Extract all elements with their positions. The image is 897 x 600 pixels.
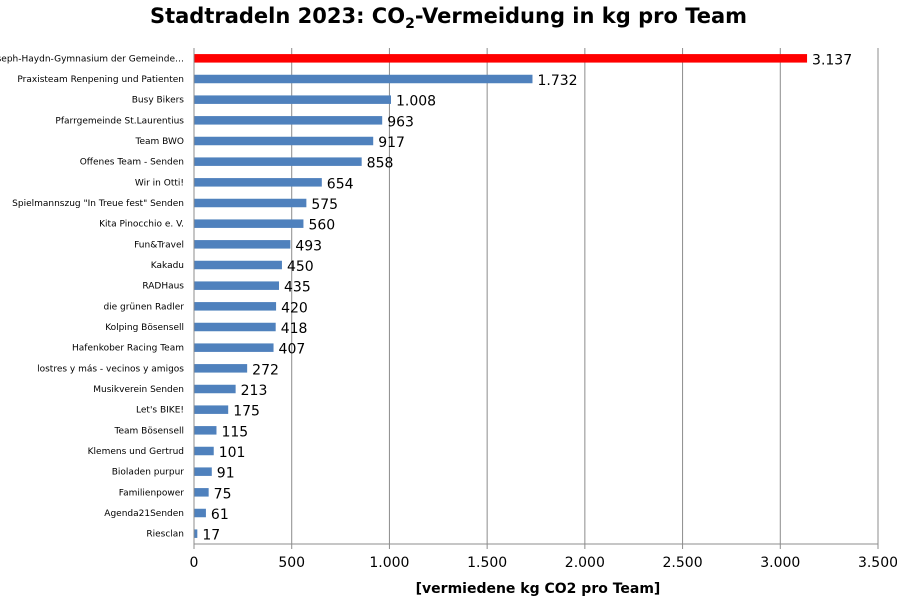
category-label: lostres y más - vecinos y amigos bbox=[37, 364, 184, 374]
category-label: Busy Bikers bbox=[132, 96, 185, 106]
data-label: 575 bbox=[311, 197, 338, 213]
category-label: Bioladen purpur bbox=[112, 468, 185, 478]
chart-title-subscript: 2 bbox=[405, 16, 415, 33]
data-label: 407 bbox=[279, 342, 306, 358]
bar bbox=[194, 157, 362, 166]
data-label: 101 bbox=[219, 445, 246, 461]
category-label: Kolping Bösensell bbox=[105, 323, 184, 333]
bar bbox=[194, 426, 217, 435]
bar bbox=[194, 467, 212, 476]
data-label: 858 bbox=[367, 156, 394, 172]
data-label: 654 bbox=[327, 176, 354, 192]
data-label: 61 bbox=[211, 507, 229, 523]
data-label: 917 bbox=[378, 135, 405, 151]
category-label: Agenda21Senden bbox=[104, 509, 184, 519]
grid-lines bbox=[193, 48, 879, 549]
category-labels: Joseph-Haydn-Gymnasium der Gemeinde… Prax… bbox=[0, 54, 184, 539]
bar bbox=[194, 198, 307, 208]
bar bbox=[194, 281, 280, 290]
data-label: 272 bbox=[252, 362, 279, 378]
x-tick-label: 0 bbox=[190, 555, 199, 571]
data-label: 963 bbox=[387, 114, 414, 130]
data-label: 75 bbox=[214, 486, 232, 502]
bar bbox=[194, 95, 391, 104]
category-label: Joseph-Haydn-Gymnasium der Gemeinde… bbox=[0, 54, 184, 64]
bar bbox=[194, 136, 374, 146]
x-tick-label: 3.500 bbox=[858, 555, 897, 571]
bar bbox=[194, 343, 274, 352]
data-labels: 3.137 1.732 1.008 963 917 858 654 575 560 493 450 4… bbox=[202, 52, 852, 543]
bar bbox=[194, 116, 383, 125]
bar bbox=[194, 178, 322, 187]
data-label: 560 bbox=[308, 218, 335, 234]
category-label: Musikverein Senden bbox=[93, 385, 184, 395]
data-label: 175 bbox=[233, 404, 260, 420]
bar bbox=[194, 364, 248, 373]
category-label: Hafenkober Racing Team bbox=[72, 344, 184, 354]
category-label: Pfarrgemeinde St.Laurentius bbox=[55, 116, 184, 126]
bar bbox=[194, 322, 276, 332]
category-label: Team BWO bbox=[135, 137, 185, 147]
data-label: 1.732 bbox=[537, 73, 577, 89]
x-tick-label: 500 bbox=[278, 555, 305, 571]
data-label: 420 bbox=[281, 300, 308, 316]
data-label: 450 bbox=[287, 259, 314, 275]
bars bbox=[194, 54, 808, 538]
bar bbox=[194, 529, 198, 538]
data-label: 115 bbox=[221, 424, 248, 440]
data-label: 3.137 bbox=[812, 52, 852, 68]
category-label: Let's BIKE! bbox=[136, 406, 184, 416]
category-label: Kita Pinocchio e. V. bbox=[99, 220, 184, 230]
bar bbox=[194, 405, 229, 414]
data-label: 17 bbox=[202, 528, 220, 544]
category-label: Klemens und Gertrud bbox=[88, 447, 184, 457]
x-tick-label: 2.000 bbox=[565, 555, 605, 571]
chart-title-main: Stadtradeln 2023: CO bbox=[149, 4, 406, 28]
x-tick-label: 2.500 bbox=[663, 555, 703, 571]
bar bbox=[194, 74, 533, 84]
x-tick-label: 3.000 bbox=[760, 555, 800, 571]
category-label: Wir in Otti! bbox=[135, 178, 184, 188]
x-tick-labels: 0 500 1.000 1.500 2.000 2.500 3.000 3.500 bbox=[190, 555, 897, 571]
bar bbox=[194, 508, 206, 518]
x-tick-label: 1.500 bbox=[467, 555, 507, 571]
bar bbox=[194, 54, 808, 63]
chart-title-rest: -Vermeidung in kg pro Team bbox=[414, 4, 748, 28]
category-label: Spielmannszug "In Treue fest" Senden bbox=[12, 199, 184, 209]
bar bbox=[194, 488, 209, 497]
category-label: Familienpower bbox=[119, 488, 184, 498]
category-label: Fun&Travel bbox=[134, 240, 184, 250]
bar bbox=[194, 302, 277, 311]
bar bbox=[194, 446, 214, 456]
data-label: 1.008 bbox=[396, 94, 436, 110]
data-label: 91 bbox=[217, 466, 235, 482]
data-label: 435 bbox=[284, 280, 311, 296]
chart-title: Stadtradeln 2023: CO2-Vermeidung in kg p… bbox=[0, 4, 897, 32]
data-label: 493 bbox=[295, 238, 322, 254]
data-label: 213 bbox=[241, 383, 268, 399]
category-label: die grünen Radler bbox=[103, 302, 184, 312]
x-tick-label: 1.000 bbox=[369, 555, 409, 571]
bar bbox=[194, 219, 304, 228]
category-label: Kakadu bbox=[151, 261, 184, 271]
category-label: RADHaus bbox=[142, 282, 184, 292]
bar bbox=[194, 384, 236, 394]
category-label: Praxisteam Renpening und Patienten bbox=[17, 75, 184, 85]
data-label: 418 bbox=[281, 321, 308, 337]
bar bbox=[194, 240, 291, 249]
category-label: Offenes Team - Senden bbox=[80, 158, 184, 168]
category-label: Riesclan bbox=[146, 530, 184, 540]
category-label: Team Bösensell bbox=[114, 426, 185, 436]
bar bbox=[194, 260, 282, 270]
x-axis-label: [vermiedene kg CO2 pro Team] bbox=[416, 581, 661, 597]
